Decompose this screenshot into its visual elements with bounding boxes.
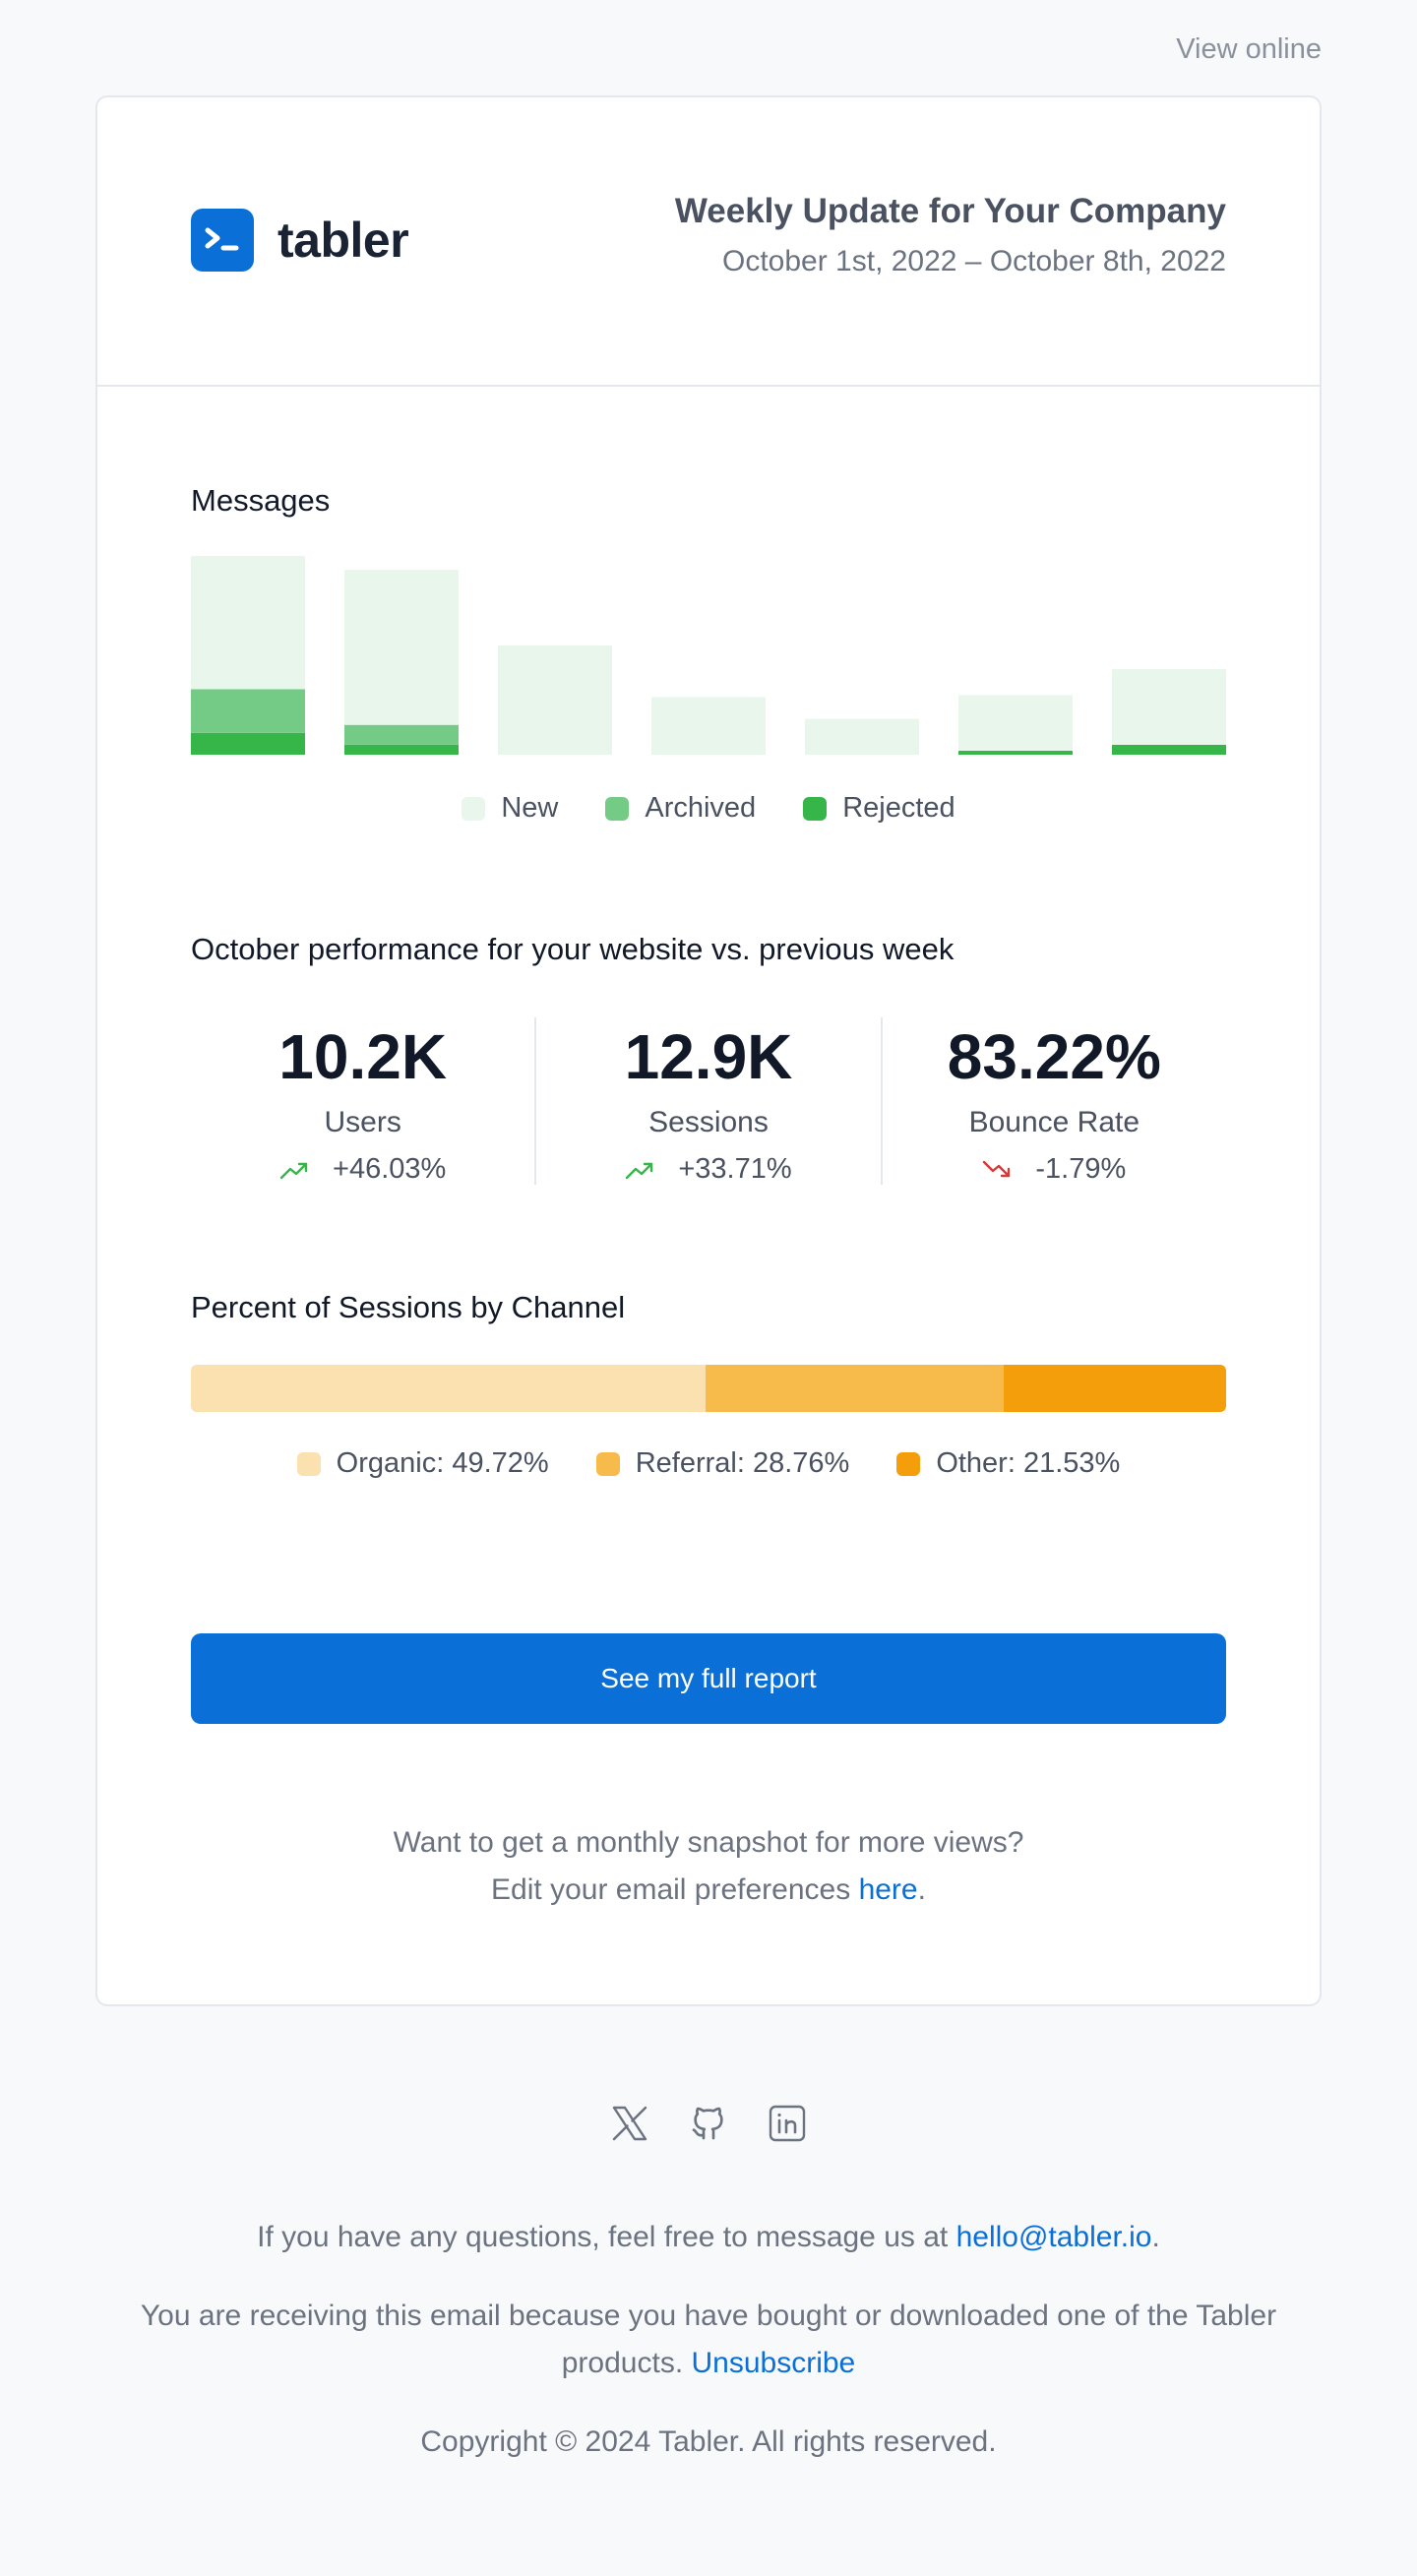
channel-segment-organic [191,1365,707,1412]
bar-new-1 [191,556,305,690]
bar-rejected-6 [958,750,1073,755]
bar-new-4 [651,697,766,755]
legend-item-rejected: Rejected [803,792,955,825]
bar-rejected-1 [191,732,305,755]
legend-item-new: New [462,792,558,825]
snapshot-line1: Want to get a monthly snapshot for more … [393,1826,1024,1859]
messages-chart-svg [191,556,1226,755]
legend-label-rejected: Rejected [842,792,955,824]
bar-archived-2 [344,724,459,745]
stat-change: -1.79% [883,1153,1226,1186]
stat-label: Bounce Rate [968,1106,1140,1138]
tabler-logo-icon [191,209,254,272]
email-title: Weekly Update for Your Company [674,192,1226,230]
stat-change: +46.03% [191,1153,534,1186]
stat-value: 83.22% [947,1021,1161,1092]
stat-users: 10.2K Users +46.03% [191,1017,534,1185]
messages-legend: New Archived Rejected [97,792,1320,825]
snapshot-line2: Edit your email preferences here. [97,1867,1320,1914]
stat-change: +33.71% [536,1153,880,1186]
stat-change-value: -1.79% [1035,1153,1127,1185]
x-icon[interactable] [610,2104,649,2143]
snapshot-suffix: . [917,1873,926,1906]
legend-item-organic: Organic: 49.72% [296,1447,549,1480]
brand-name: tabler [277,213,409,268]
bar-new-6 [958,695,1073,751]
trend-down-icon [983,1160,1011,1177]
stat-bounce-rate: 83.22% Bounce Rate -1.79% [880,1017,1226,1186]
legend-label-organic: Organic: 49.72% [336,1447,549,1479]
legend-label-new: New [501,792,559,824]
performance-title: October performance for your website vs.… [191,932,955,966]
legend-label-referral: Referral: 28.76% [635,1447,850,1479]
messages-title: Messages [191,483,331,518]
contact-email-link[interactable]: hello@tabler.io [955,2221,1152,2253]
bar-new-3 [498,644,612,755]
legend-swatch-other [896,1451,921,1476]
social-links [0,2104,1417,2143]
receiving-text: You are receiving this email because you… [140,2300,1277,2379]
trend-up-icon [279,1162,308,1179]
bar-new-5 [805,718,919,755]
view-online-link[interactable]: View online [1176,33,1322,65]
legend-item-archived: Archived [605,792,756,825]
channel-segment-other [1003,1365,1226,1412]
full-report-button[interactable]: See my full report [191,1633,1226,1724]
stat-change-value: +46.03% [333,1153,447,1185]
legend-item-other: Other: 21.53% [896,1447,1120,1480]
footer-copyright: Copyright © 2024 Tabler. All rights rese… [420,2425,997,2458]
legend-swatch-rejected [803,796,828,821]
stat-change-value: +33.71% [678,1153,792,1185]
performance-stats: 10.2K Users +46.03% 12.9K Sessions +33.7… [191,1017,1226,1185]
questions-prefix: If you have any questions, feel free to … [257,2221,956,2253]
unsubscribe-link[interactable]: Unsubscribe [691,2347,856,2379]
channel-segment-referral [706,1365,1004,1412]
email-header: tabler Weekly Update for Your Company Oc… [97,97,1320,387]
stat-label: Sessions [648,1106,769,1138]
bar-new-7 [1112,669,1226,745]
legend-item-referral: Referral: 28.76% [595,1447,850,1480]
stat-value: 12.9K [624,1021,793,1092]
legend-swatch-new [462,796,486,821]
bar-rejected-2 [344,744,459,755]
channel-bar [191,1365,1226,1412]
stat-label: Users [324,1106,401,1138]
questions-suffix: . [1151,2221,1160,2253]
legend-swatch-archived [605,796,630,821]
snapshot-note: Want to get a monthly snapshot for more … [97,1819,1320,1914]
github-icon[interactable] [689,2104,728,2143]
trend-up-icon [626,1162,653,1179]
preferences-link[interactable]: here [858,1873,918,1906]
legend-swatch-referral [595,1451,620,1476]
brand-logo: tabler [191,209,409,272]
channel-legend: Organic: 49.72% Referral: 28.76% Other: … [97,1447,1320,1480]
messages-chart [191,556,1226,755]
legend-label-other: Other: 21.53% [936,1447,1121,1479]
stat-sessions: 12.9K Sessions +33.71% [534,1017,880,1185]
bar-rejected-7 [1112,744,1226,755]
legend-swatch-organic [296,1451,321,1476]
header-info: Weekly Update for Your Company October 1… [675,192,1226,278]
email-card: tabler Weekly Update for Your Company Oc… [95,95,1322,2006]
snapshot-prefix: Edit your email preferences [491,1873,859,1906]
footer-receiving: You are receiving this email because you… [89,2293,1328,2387]
bar-archived-1 [191,689,305,733]
legend-label-archived: Archived [645,792,757,824]
linkedin-icon[interactable] [768,2104,807,2143]
channels-title: Percent of Sessions by Channel [191,1290,626,1324]
footer-questions: If you have any questions, feel free to … [89,2214,1328,2261]
stat-value: 10.2K [278,1021,448,1092]
date-range: October 1st, 2022 – October 8th, 2022 [722,245,1226,277]
bar-new-2 [344,570,459,725]
